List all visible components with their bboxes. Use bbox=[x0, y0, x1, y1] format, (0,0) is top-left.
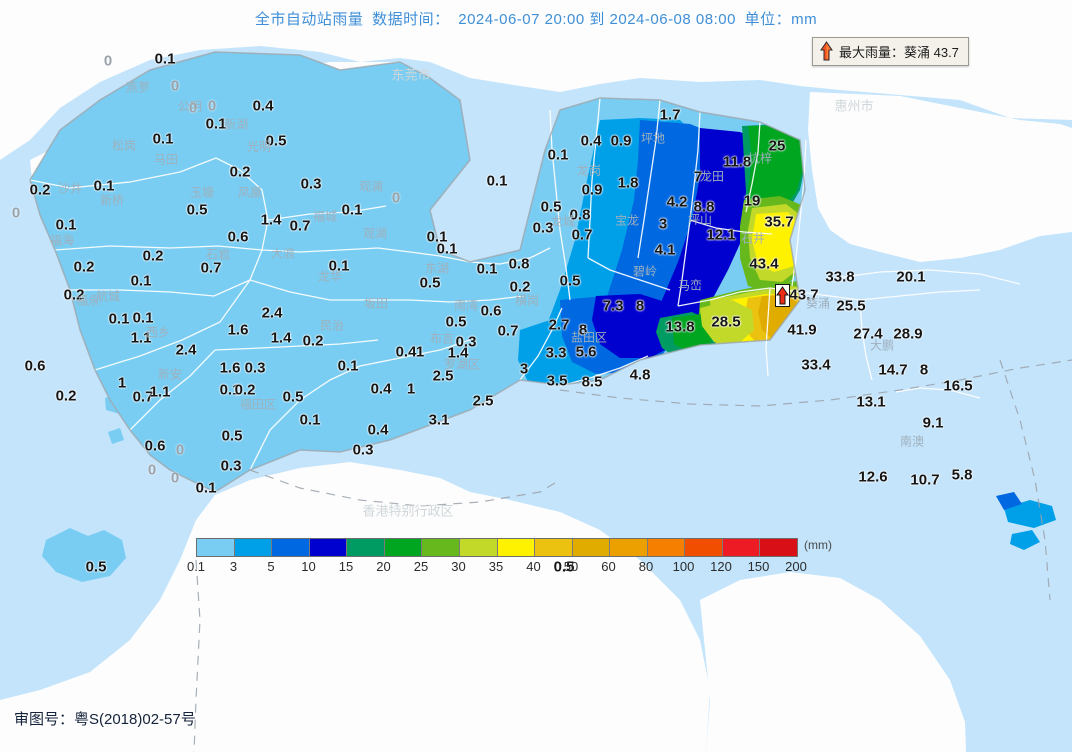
hongkong-land bbox=[0, 462, 710, 752]
colorbar-tick-50: 50 bbox=[563, 559, 579, 574]
up-arrow-icon bbox=[820, 41, 833, 61]
colorbar-band-10 bbox=[572, 539, 611, 556]
colorbar-tick-60: 60 bbox=[601, 559, 616, 574]
colorbar-bands bbox=[196, 538, 798, 557]
colorbar-band-15 bbox=[760, 539, 797, 556]
colorbar-tick-35: 35 bbox=[488, 559, 504, 574]
colorbar-band-8 bbox=[497, 539, 536, 556]
time-range: 2024-06-07 20:00 到 2024-06-08 08:00 bbox=[458, 11, 736, 28]
colorbar-tick-20: 20 bbox=[376, 559, 391, 574]
colorbar-ticks: 0.1 3 5 10 15 20 25 30 35 40 50 60 80 100 120 150 200 bbox=[187, 559, 807, 577]
colorbar-band-6 bbox=[422, 539, 460, 556]
offshore-islands bbox=[42, 392, 1056, 582]
colorbar-band-2 bbox=[272, 539, 310, 556]
maritime-boundary bbox=[193, 359, 1072, 752]
colorbar-tick-25: 25 bbox=[413, 559, 429, 574]
colorbar-band-14 bbox=[722, 539, 761, 556]
page-title: 全市自动站雨量 数据时间： 2024-06-07 20:00 到 2024-06… bbox=[0, 8, 1072, 29]
colorbar-band-0 bbox=[197, 539, 235, 556]
colorbar-band-4 bbox=[347, 539, 385, 556]
colorbar-tick-3: 3 bbox=[229, 559, 238, 574]
colorbar-tick-5: 5 bbox=[267, 559, 275, 574]
colorbar-band-11 bbox=[610, 539, 648, 556]
colorbar-tick-0.1: 0.1 bbox=[186, 559, 206, 574]
city-outline bbox=[29, 51, 806, 493]
title-main: 全市自动站雨量 bbox=[254, 11, 364, 28]
colorbar-tick-15: 15 bbox=[338, 559, 354, 574]
colorbar-band-9 bbox=[535, 539, 573, 556]
colorbar-unit: (mm) bbox=[804, 538, 832, 552]
map-approval-number: 审图号：粤S(2018)02-57号 bbox=[14, 711, 196, 728]
colorbar-band-1 bbox=[234, 539, 273, 556]
colorbar-tick-100: 100 bbox=[672, 559, 695, 574]
unit-label: 单位：mm bbox=[744, 11, 818, 28]
colorbar-tick-200: 200 bbox=[785, 559, 807, 574]
time-label: 数据时间： bbox=[372, 11, 450, 28]
colorbar-tick-150: 150 bbox=[747, 559, 770, 574]
colorbar-band-3 bbox=[309, 539, 348, 556]
colorbar-band-5 bbox=[384, 539, 423, 556]
colorbar-tick-40: 40 bbox=[526, 559, 541, 574]
colorbar-band-7 bbox=[459, 539, 498, 556]
max-station-marker-icon[interactable] bbox=[775, 284, 790, 307]
max-rain-badge[interactable]: 最大雨量：葵涌 43.7 bbox=[812, 37, 969, 66]
colorbar-tick-10: 10 bbox=[301, 559, 316, 574]
colorbar-tick-80: 80 bbox=[638, 559, 654, 574]
colorbar-legend[interactable]: (mm) 0.1 3 5 10 15 20 25 30 35 40 50 60 80 100 120 150 2… bbox=[187, 538, 832, 577]
colorbar-band-12 bbox=[647, 539, 686, 556]
colorbar-band-13 bbox=[685, 539, 723, 556]
huizhou-land bbox=[808, 92, 1072, 262]
dongguan-land bbox=[0, 0, 1072, 160]
max-rain-text: 最大雨量：葵涌 43.7 bbox=[839, 44, 959, 60]
colorbar-tick-30: 30 bbox=[451, 559, 466, 574]
hongkong-land-east bbox=[700, 572, 966, 752]
colorbar-tick-120: 120 bbox=[710, 559, 732, 574]
